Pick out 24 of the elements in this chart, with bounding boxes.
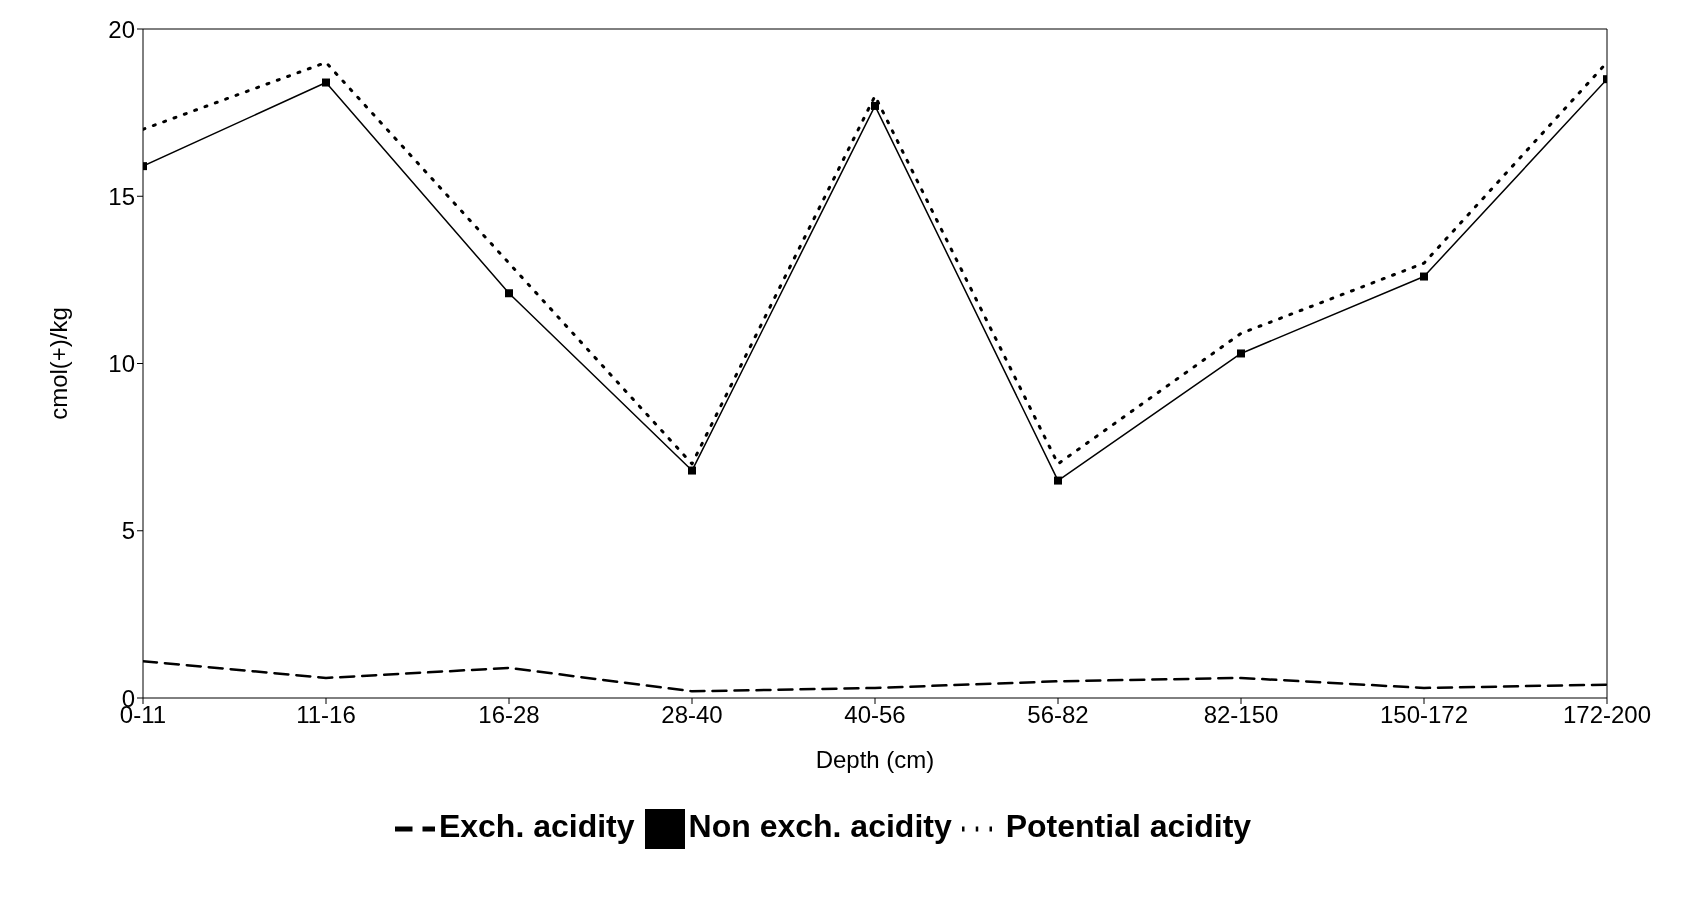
x-axis-title: Depth (cm)	[815, 746, 935, 773]
legend-label: Non exch. acidity	[688, 808, 952, 844]
x-tick-label: 150-172	[1379, 701, 1469, 729]
x-tick-label: 82-150	[1203, 701, 1279, 729]
legend-label: Potential acidity	[1005, 808, 1252, 844]
y-axis-title: cmol(+)/kg	[44, 307, 72, 420]
x-tick-label: 28-40	[661, 701, 723, 729]
point	[505, 289, 513, 298]
y-tick-label: 5	[121, 517, 135, 545]
x-tick-label: 11-16	[296, 701, 356, 729]
point	[688, 466, 696, 475]
legend-label: Exch. acidity	[438, 808, 635, 844]
point	[322, 78, 330, 87]
point	[1420, 272, 1428, 281]
point	[1237, 349, 1245, 358]
y-tick-label: 15	[108, 182, 135, 210]
x-tick-label: 40-56	[844, 701, 906, 729]
x-tick-label: 56-82	[1027, 701, 1089, 729]
point	[1054, 476, 1062, 485]
y-tick-label: 10	[108, 350, 135, 378]
point	[871, 101, 879, 110]
y-tick-label: 20	[108, 15, 135, 43]
x-tick-label: 172-200	[1562, 701, 1652, 729]
x-tick-label: 16-28	[478, 701, 540, 729]
